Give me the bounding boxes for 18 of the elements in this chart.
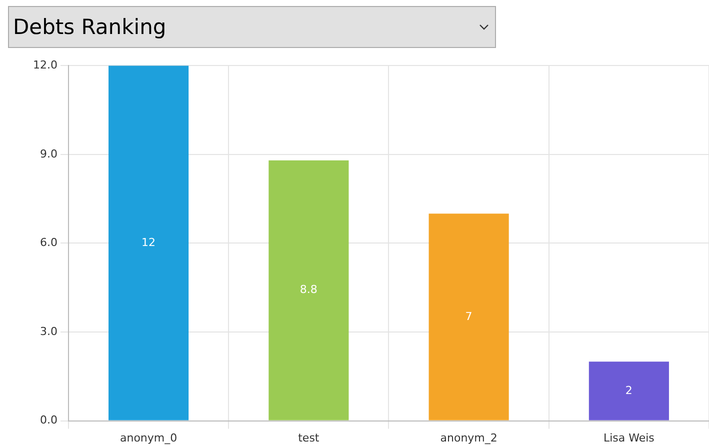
y-tick-label: 3.0 [40, 324, 58, 338]
data-label: 12 [142, 236, 156, 249]
x-tick-label: Lisa Weis [603, 431, 655, 444]
bar [108, 66, 189, 420]
bar [588, 362, 669, 420]
x-tick-label: test [298, 431, 320, 444]
data-label: 8.8 [300, 283, 318, 296]
y-tick-label: 6.0 [40, 236, 58, 250]
bar [428, 214, 509, 420]
data-label: 2 [625, 384, 632, 397]
data-label: 7 [465, 310, 472, 323]
y-tick-label: 9.0 [40, 147, 58, 160]
x-tick-label: anonym_2 [440, 431, 498, 444]
y-tick-label: 12.0 [32, 58, 58, 72]
chart-title: Debts Ranking [13, 15, 166, 39]
y-tick-label: 0.0 [40, 414, 58, 427]
x-tick-label: anonym_0 [120, 431, 178, 444]
bar [268, 160, 349, 420]
